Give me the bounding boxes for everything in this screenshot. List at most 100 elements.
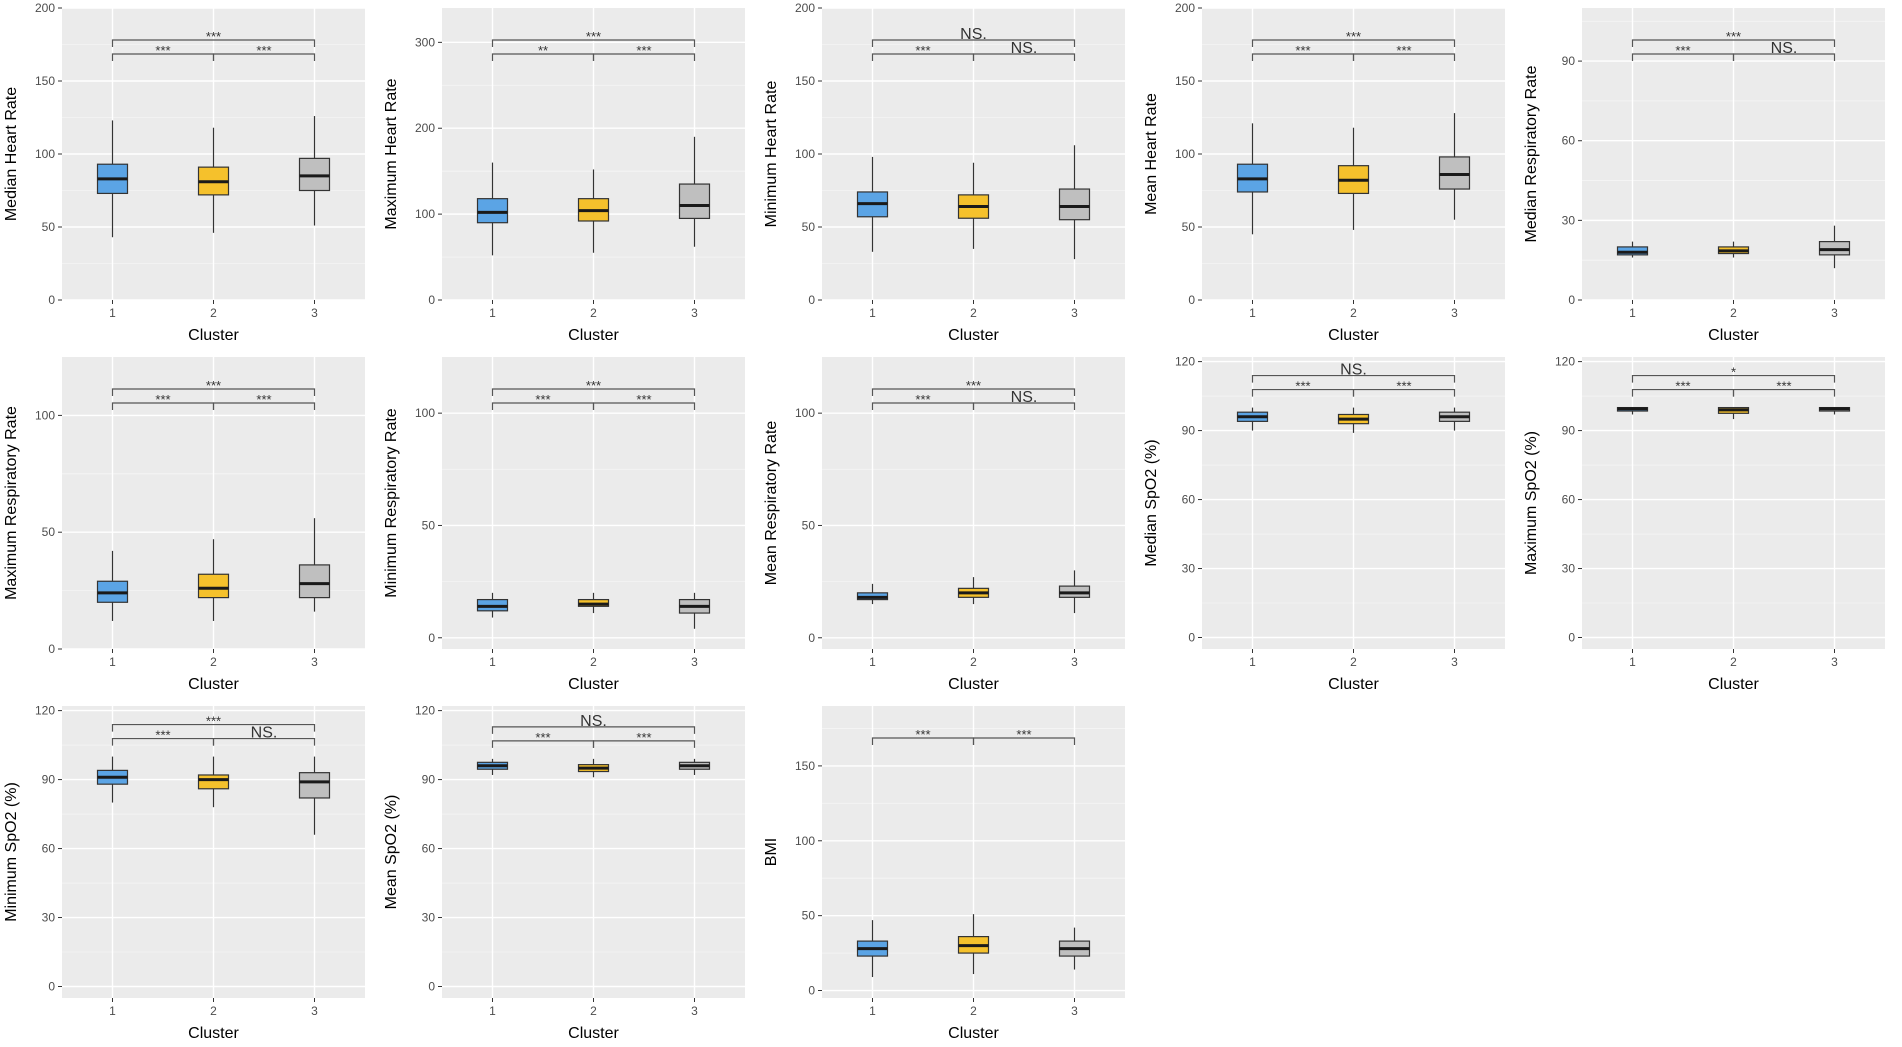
significance-label: *** <box>535 392 550 407</box>
y-axis-title: Maximum Respiratory Rate <box>3 406 20 600</box>
significance-label: *** <box>155 392 170 407</box>
plot-minimum-spo2: 0 30 60 90 120 1 2 3 *** *** NS. Cluster Minimum SpO… <box>3 704 365 1042</box>
y-tick-label: 0 <box>808 631 815 645</box>
y-tick-label: 30 <box>1182 562 1196 576</box>
y-tick-label: 200 <box>1175 1 1195 15</box>
significance-label: *** <box>206 714 221 729</box>
y-tick-label: 90 <box>1182 424 1196 438</box>
significance-label: *** <box>915 392 930 407</box>
y-tick-label: 90 <box>1562 54 1576 68</box>
significance-label: *** <box>586 378 601 393</box>
significance-label: *** <box>206 29 221 44</box>
plot-minimum-heart-rate: 0 50 100 150 200 1 2 3 NS. *** NS. Cluster Minimum H… <box>763 1 1125 344</box>
y-tick-label: 0 <box>1568 631 1575 645</box>
significance-label: *** <box>1295 43 1310 58</box>
y-tick-label: 100 <box>795 834 815 848</box>
significance-bracket <box>1631 374 1836 383</box>
y-tick-label: 150 <box>795 74 815 88</box>
x-tick-label: 1 <box>869 306 876 320</box>
x-tick-label: 2 <box>970 1004 977 1018</box>
y-tick-label: 0 <box>48 642 55 656</box>
x-tick-label: 1 <box>1629 306 1636 320</box>
significance-label: *** <box>1396 43 1411 58</box>
y-tick-label: 60 <box>1182 493 1196 507</box>
x-tick-label: 1 <box>109 1004 116 1018</box>
y-axis-title: Minimum SpO2 (%) <box>3 782 20 922</box>
y-tick-label: 50 <box>802 518 816 532</box>
significance-label: *** <box>1675 379 1690 394</box>
y-tick-label: 50 <box>1182 220 1196 234</box>
x-axis-title: Cluster <box>948 676 999 693</box>
significance-label: *** <box>1726 29 1741 44</box>
significance-bracket <box>1352 388 1456 397</box>
x-axis-title: Cluster <box>1328 327 1379 344</box>
x-axis-title: Cluster <box>568 1025 619 1042</box>
x-tick-label: 1 <box>489 306 496 320</box>
significance-label: * <box>1731 365 1736 380</box>
significance-label: *** <box>636 392 651 407</box>
significance-bracket <box>1732 53 1836 61</box>
y-tick-label: 120 <box>1175 355 1195 369</box>
significance-bracket <box>972 402 1076 410</box>
significance-bracket <box>592 402 696 410</box>
significance-label: *** <box>206 378 221 393</box>
plot-mean-heart-rate: 0 50 100 150 200 1 2 3 *** *** *** Cluster Mean Hear… <box>1143 1 1505 344</box>
significance-bracket <box>212 402 316 410</box>
y-tick-label: 0 <box>1188 631 1195 645</box>
x-tick-label: 3 <box>691 655 698 669</box>
x-tick-label: 2 <box>970 306 977 320</box>
significance-label: *** <box>915 727 930 742</box>
y-tick-label: 30 <box>422 911 436 925</box>
x-axis-title: Cluster <box>948 1025 999 1042</box>
y-tick-label: 0 <box>808 984 815 998</box>
y-tick-label: 90 <box>42 773 56 787</box>
x-tick-label: 1 <box>1249 655 1256 669</box>
significance-label: NS. <box>1011 389 1038 406</box>
x-tick-label: 3 <box>1071 655 1078 669</box>
x-tick-label: 3 <box>1071 1004 1078 1018</box>
y-tick-label: 60 <box>1562 493 1576 507</box>
significance-bracket <box>1251 39 1456 47</box>
y-tick-label: 50 <box>422 518 436 532</box>
y-axis-title: Minimum Respiratory Rate <box>383 408 400 597</box>
y-tick-label: 120 <box>1555 355 1575 369</box>
significance-label: NS. <box>1771 40 1798 57</box>
significance-label: ** <box>538 43 548 58</box>
significance-bracket <box>871 39 1076 47</box>
y-tick-label: 100 <box>415 406 435 420</box>
x-axis-title: Cluster <box>1708 676 1759 693</box>
y-tick-label: 100 <box>35 408 55 422</box>
x-axis-title: Cluster <box>188 1025 239 1042</box>
x-tick-label: 3 <box>691 306 698 320</box>
y-tick-label: 0 <box>48 980 55 994</box>
y-tick-label: 90 <box>1562 424 1576 438</box>
significance-label: *** <box>636 43 651 58</box>
x-tick-label: 1 <box>489 1004 496 1018</box>
significance-label: *** <box>1776 379 1791 394</box>
plot-mean-respiratory-rate: 0 50 100 1 2 3 *** *** NS. Cluster Mean Respirator… <box>763 357 1125 693</box>
y-tick-label: 100 <box>415 207 435 221</box>
plot-maximum-respiratory-rate: 0 50 100 1 2 3 *** *** *** Cluster Maximum Respira… <box>3 357 365 693</box>
x-tick-label: 3 <box>1451 655 1458 669</box>
y-axis-title: Maximum Heart Rate <box>383 78 400 229</box>
y-tick-label: 0 <box>48 293 55 307</box>
significance-label: NS. <box>1011 40 1038 57</box>
y-tick-label: 150 <box>795 759 815 773</box>
y-tick-label: 150 <box>35 74 55 88</box>
plot-bmi: 0 50 100 150 1 2 3 *** *** Cluster BMI <box>763 706 1125 1042</box>
x-tick-label: 1 <box>1249 306 1256 320</box>
significance-label: *** <box>1675 43 1690 58</box>
y-tick-label: 0 <box>428 293 435 307</box>
x-tick-label: 2 <box>590 306 597 320</box>
y-tick-label: 100 <box>35 147 55 161</box>
y-tick-label: 300 <box>415 35 435 49</box>
plot-mean-spo2: 0 30 60 90 120 1 2 3 NS. *** *** Cluster Mean SpO2 (… <box>383 704 745 1042</box>
y-tick-label: 0 <box>1188 293 1195 307</box>
box-cluster-3 <box>298 772 331 799</box>
x-tick-label: 2 <box>590 655 597 669</box>
significance-bracket <box>111 39 316 47</box>
x-tick-label: 3 <box>311 306 318 320</box>
x-tick-label: 3 <box>1831 306 1838 320</box>
y-tick-label: 150 <box>1175 74 1195 88</box>
